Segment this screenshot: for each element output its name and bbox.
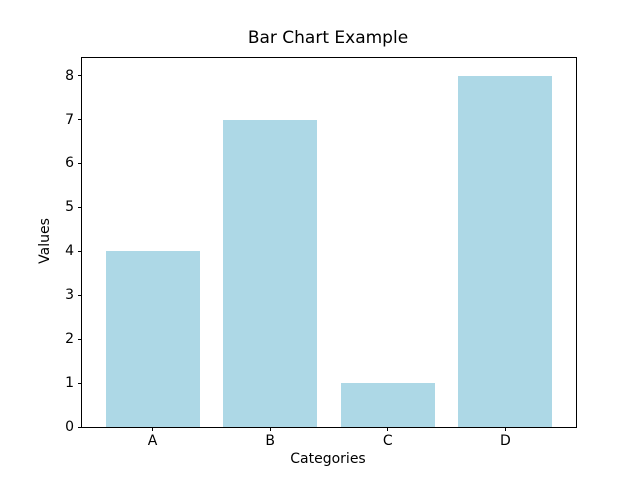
y-tick xyxy=(78,250,82,252)
bar-D xyxy=(458,75,553,427)
y-tick-label: 8 xyxy=(65,67,74,84)
y-tick-label: 6 xyxy=(65,155,74,172)
x-tick xyxy=(152,427,154,431)
x-tick-label: D xyxy=(500,433,511,449)
x-tick-label: C xyxy=(382,433,393,449)
bar-B xyxy=(223,119,318,427)
y-tick-label: 1 xyxy=(65,375,74,392)
y-tick xyxy=(78,162,82,164)
y-tick xyxy=(78,294,82,296)
y-tick-label: 7 xyxy=(65,111,74,128)
y-tick xyxy=(78,119,82,120)
y-tick xyxy=(78,75,82,77)
y-tick xyxy=(78,382,82,384)
y-tick-label: 4 xyxy=(65,243,74,260)
plot-area: A B C D 0 1 2 3 4 5 6 7 8 xyxy=(65,57,577,448)
y-tick-label: 3 xyxy=(65,287,74,304)
bar-A xyxy=(105,251,200,427)
x-tick xyxy=(387,427,389,431)
y-tick xyxy=(78,426,82,428)
bar-C xyxy=(340,383,435,427)
chart-title: Bar Chart Example xyxy=(247,28,409,48)
y-tick xyxy=(78,338,82,340)
x-tick xyxy=(269,427,271,431)
x-tick-label: A xyxy=(147,433,158,449)
y-axis-label: Values xyxy=(37,218,53,264)
x-tick xyxy=(504,427,506,431)
y-tick xyxy=(78,206,82,208)
y-tick-label: 2 xyxy=(65,331,74,348)
x-tick-label: B xyxy=(265,433,275,449)
x-axis-label: Categories xyxy=(290,451,366,467)
y-tick-label: 5 xyxy=(65,199,74,216)
y-tick-label: 0 xyxy=(65,419,74,435)
